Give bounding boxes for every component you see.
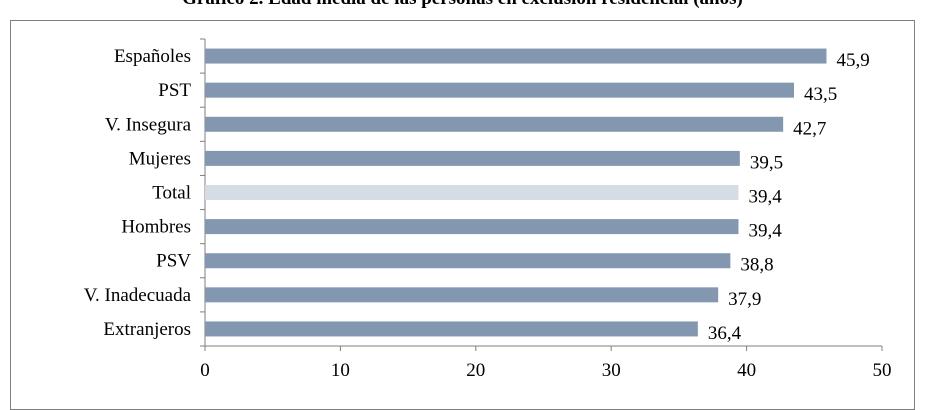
data-label: 37,9: [728, 289, 761, 310]
bar-3: [205, 150, 740, 166]
chart-title: Gráfico 2. Edad media de las personas en…: [0, 0, 925, 10]
bar-4: [205, 185, 739, 200]
category-label: Extranjeros: [103, 319, 191, 340]
bar-1: [205, 82, 794, 98]
data-label: 38,8: [740, 255, 773, 276]
category-label: PSV: [156, 251, 191, 272]
x-tick-label: 20: [466, 360, 485, 381]
category-label: Mujeres: [129, 148, 191, 169]
category-label: V. Insegura: [105, 114, 192, 135]
data-label: 39,4: [748, 187, 782, 208]
x-tick-label: 10: [331, 360, 350, 381]
category-label: Total: [152, 183, 191, 204]
x-tick-label: 50: [873, 360, 892, 381]
category-label: Españoles: [114, 46, 191, 67]
x-tick-label: 30: [602, 360, 621, 381]
bar-8: [205, 321, 698, 337]
x-tick-label: 0: [200, 360, 210, 381]
data-label: 42,7: [793, 118, 826, 139]
bar-5: [205, 219, 739, 235]
data-label: 39,5: [750, 152, 783, 173]
data-label: 45,9: [836, 50, 869, 71]
category-label: V. Inadecuada: [84, 285, 192, 306]
bar-6: [205, 253, 731, 269]
category-label: Hombres: [121, 217, 191, 238]
bar-7: [205, 287, 719, 303]
data-label: 43,5: [804, 84, 837, 105]
data-label: 39,4: [748, 221, 782, 242]
bar-2: [205, 116, 784, 132]
category-label: PST: [158, 80, 191, 101]
x-tick-label: 40: [737, 360, 756, 381]
bar-chart: 0 10 20 30 40 50 Españoles 45,9 PST 43,5 V. Insegu…: [84, 38, 892, 381]
data-label: 36,4: [708, 323, 742, 344]
bar-0: [205, 48, 827, 64]
